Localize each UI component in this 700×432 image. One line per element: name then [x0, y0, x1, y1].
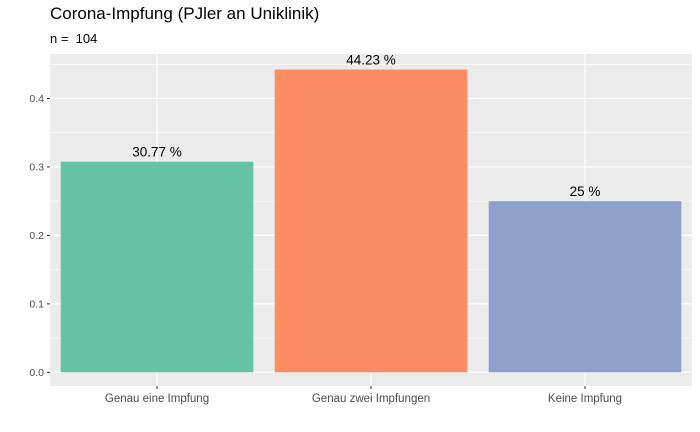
bar — [274, 69, 468, 373]
y-tick-label: 0.0 — [29, 367, 44, 379]
x-tick-label: Genau zwei Impfungen — [312, 393, 430, 405]
x-tick-label: Genau eine Impfung — [105, 393, 209, 405]
data-label: 30.77 % — [132, 145, 182, 160]
bar — [60, 161, 254, 373]
data-label: 44.23 % — [346, 53, 396, 68]
y-tick-label: 0.3 — [29, 161, 44, 173]
chart-subtitle: n = 104 — [50, 31, 98, 46]
y-tick-label: 0.4 — [29, 93, 44, 105]
y-tick-label: 0.2 — [29, 230, 44, 242]
x-tick-label: Keine Impfung — [548, 393, 622, 405]
data-label: 25 % — [570, 184, 601, 199]
y-tick-label: 0.1 — [29, 298, 44, 310]
bar — [488, 201, 682, 373]
chart-title: Corona-Impfung (PJler an Uniklinik) — [50, 4, 320, 23]
